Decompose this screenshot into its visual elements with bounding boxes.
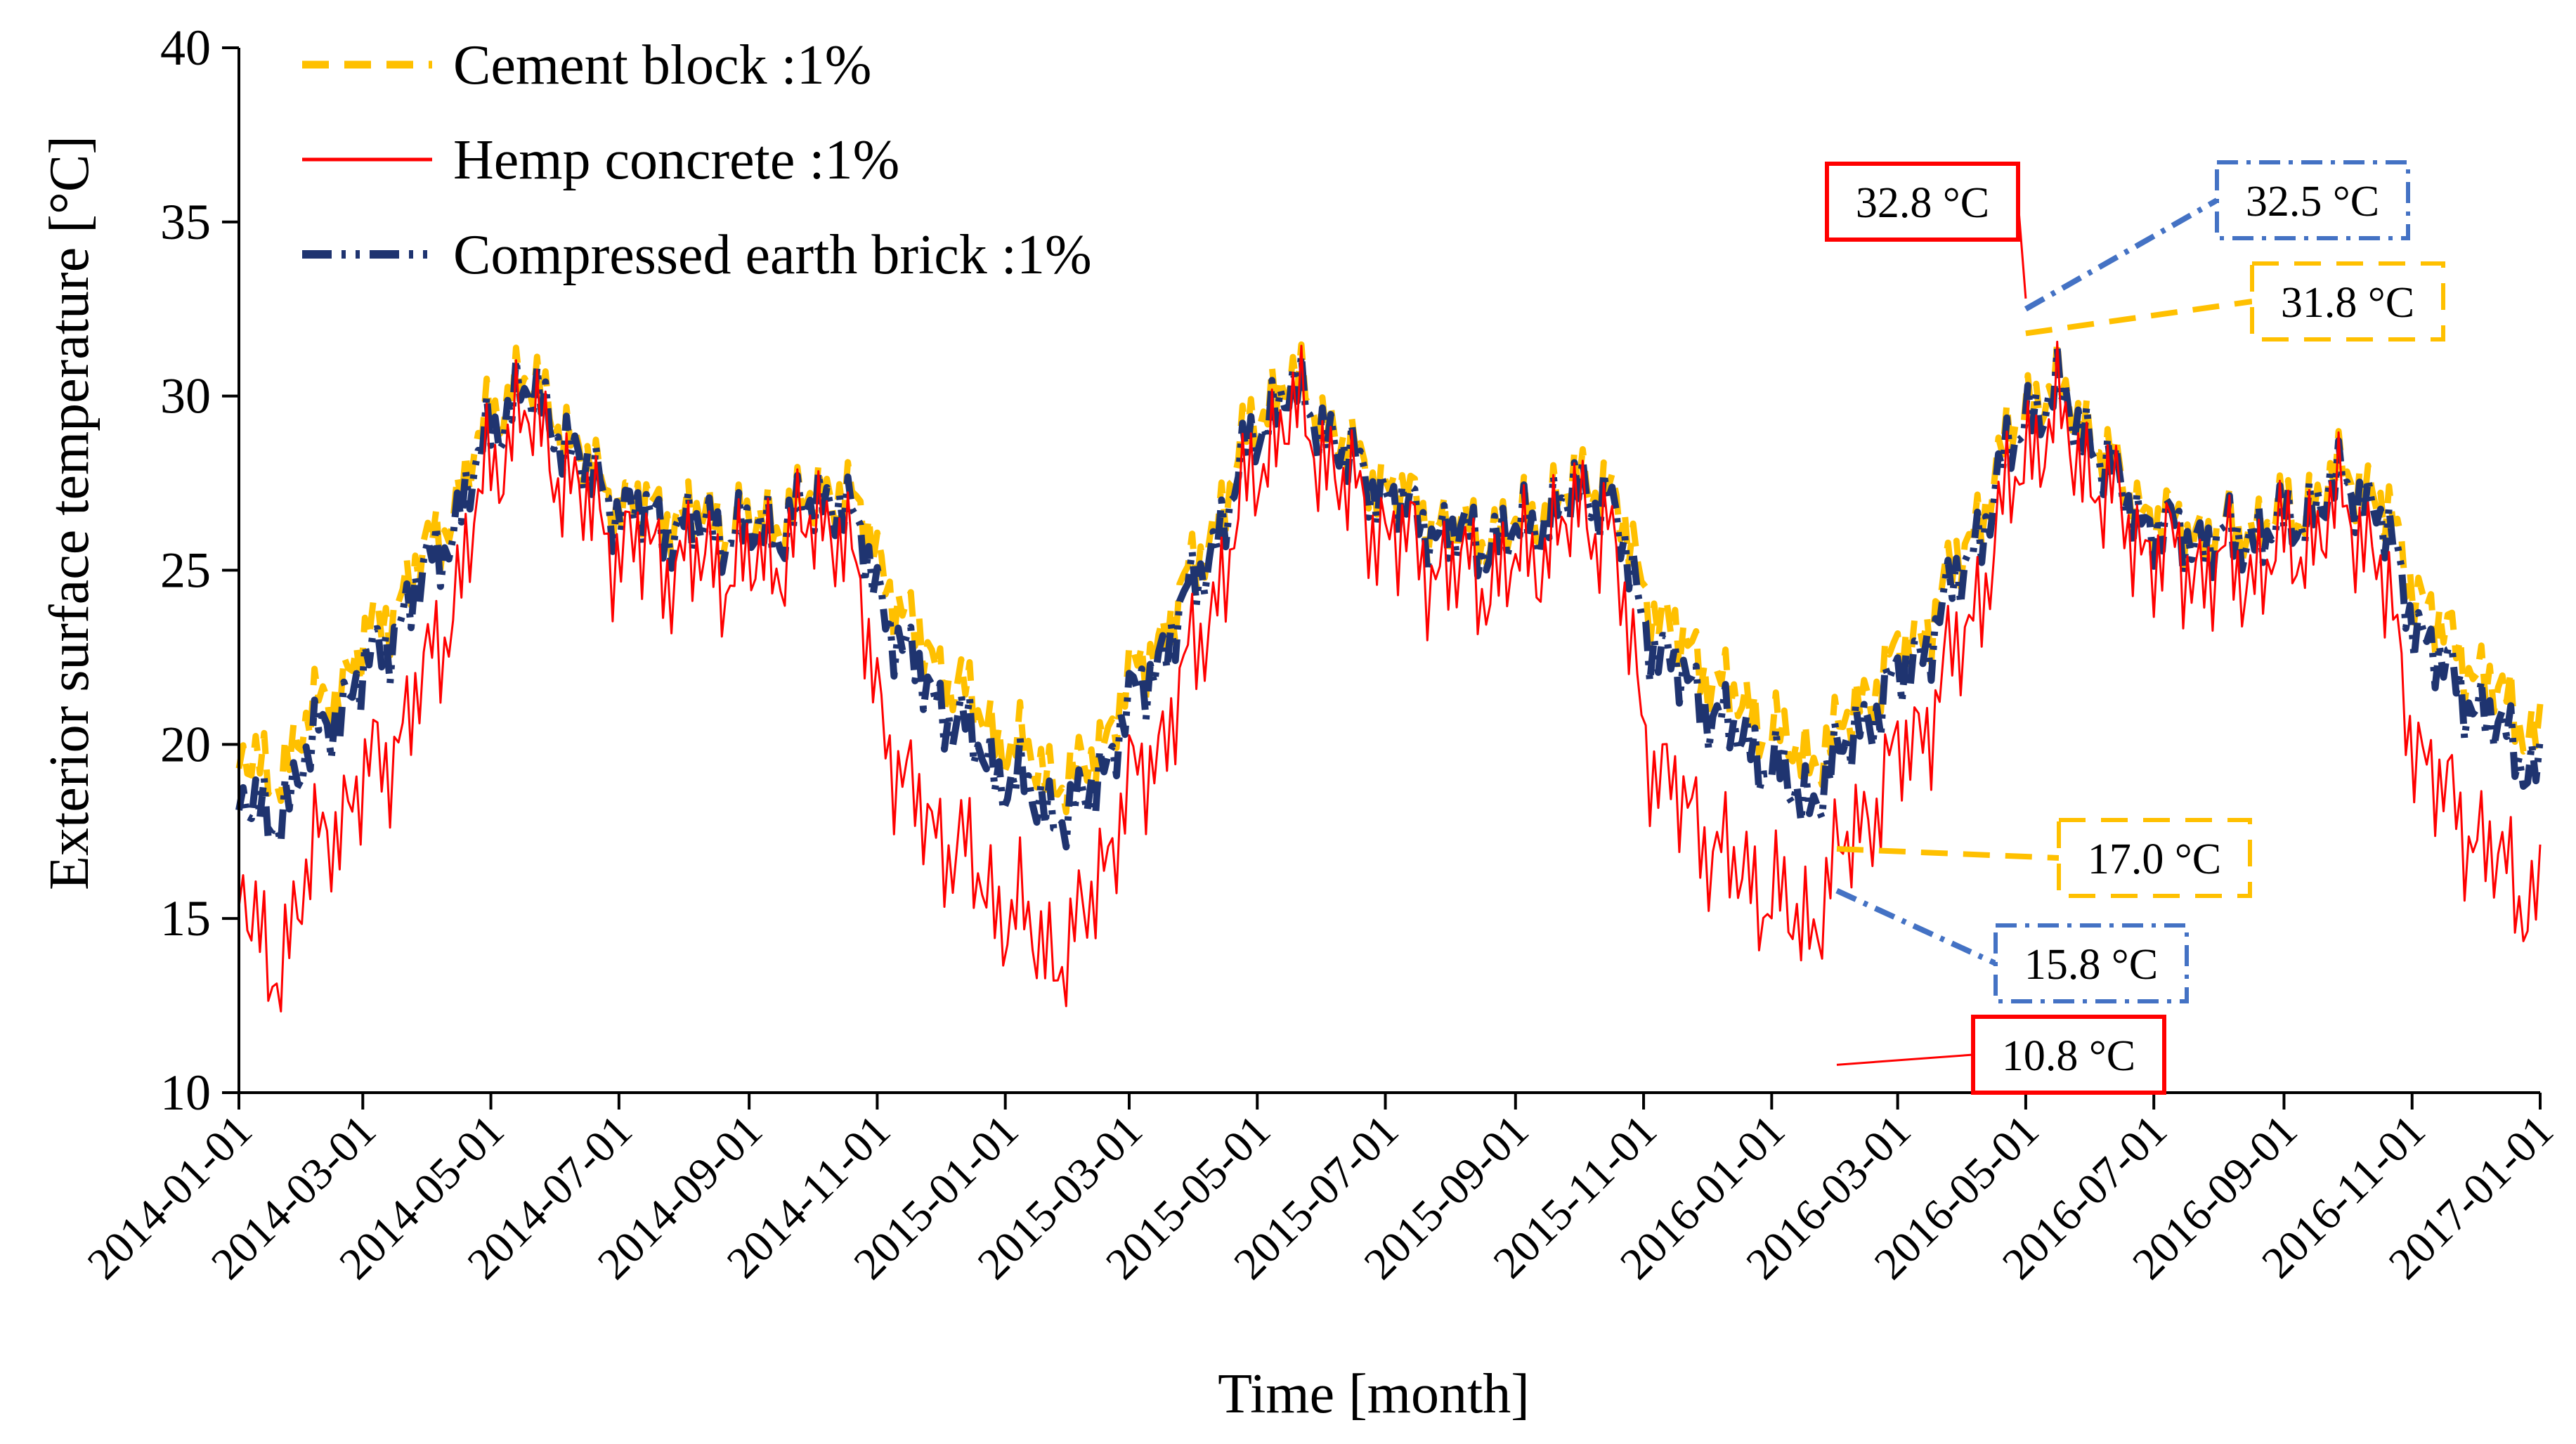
y-tick-label: 20	[160, 716, 211, 772]
annotation-label: 32.5 °C	[2246, 178, 2379, 226]
x-axis-title: Time [month]	[1218, 1363, 1530, 1425]
annotation-box	[1993, 923, 2189, 1003]
series-line-hemp-concrete-1	[238, 340, 2542, 1013]
y-tick-label: 10	[160, 1065, 211, 1121]
annotation-leader	[1836, 1053, 1974, 1066]
annotation-box	[1971, 1015, 2166, 1095]
y-tick-label: 35	[160, 194, 211, 250]
annotation-leader	[1836, 846, 2060, 861]
legend-label-cement-block-1: Cement block :1%	[453, 34, 871, 96]
x-ticks: 2014-01-012014-03-012014-05-012014-07-01…	[78, 1093, 2563, 1289]
annotation-leader	[2025, 299, 2253, 337]
annotation-label: 32.8 °C	[1856, 179, 1989, 227]
axes: 10 15 20 25 30 35 40 2014-01-012014-03-012014-…	[78, 20, 2563, 1289]
annotation-label: 17.0 °C	[2088, 835, 2221, 883]
legend-label-compressed-earth-brick-1: Compressed earth brick :1%	[453, 224, 1092, 286]
annotation-label: 15.8 °C	[2024, 941, 2158, 989]
y-axis-title: Exterior surface temperature [°C]	[39, 136, 100, 890]
y-ticks: 10 15 20 25 30 35 40	[160, 20, 239, 1121]
plot-lines	[235, 338, 2544, 1013]
y-tick-label: 15	[160, 890, 211, 947]
annotation-box	[1825, 162, 2020, 242]
y-tick-label: 30	[160, 368, 211, 424]
y-tick-label: 25	[160, 542, 211, 599]
annotation-box	[2215, 160, 2410, 240]
annotation-label: 31.8 °C	[2281, 279, 2414, 327]
annotation-box	[2250, 261, 2445, 342]
annotation-label: 10.8 °C	[2002, 1032, 2135, 1080]
series-line-compressed-earth-brick-1	[235, 344, 2544, 851]
y-tick-label: 40	[160, 20, 211, 76]
legend-label-hemp-concrete-1: Hemp concrete :1%	[453, 129, 899, 191]
annotations: 32.8 °C 32.5 °C 31.8 °C 17.0 °C 15.8 °C 10.8 …	[1825, 160, 2445, 1095]
annotation-box	[2057, 818, 2252, 898]
annotation-leader	[2024, 197, 2218, 312]
annotation-leader	[1835, 887, 1997, 966]
legend: Cement block :1% Hemp concrete :1% Compres…	[302, 34, 1092, 286]
